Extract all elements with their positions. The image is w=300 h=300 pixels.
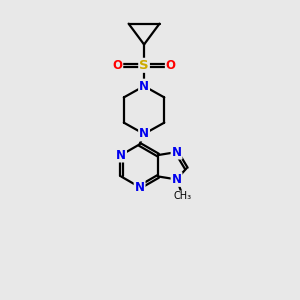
Text: N: N [139,80,149,93]
Text: N: N [172,146,182,159]
Text: O: O [166,59,176,72]
Text: O: O [112,59,122,72]
Text: S: S [139,59,149,72]
Text: CH₃: CH₃ [173,191,192,201]
Text: N: N [116,148,126,162]
Text: N: N [139,128,149,140]
Text: N: N [135,181,145,194]
Text: N: N [172,173,182,186]
